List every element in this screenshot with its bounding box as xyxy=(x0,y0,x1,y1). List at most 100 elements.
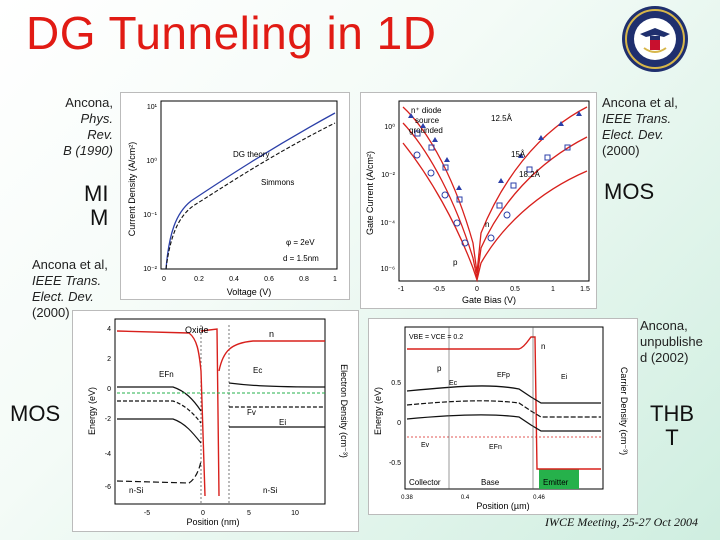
mim-xtick: 0 xyxy=(162,276,166,283)
thbt-ann-base: Base xyxy=(481,478,500,487)
mos-ann-efn: EFn xyxy=(159,370,174,379)
mos-ytick: 4 xyxy=(107,326,111,333)
gate-curve-182 xyxy=(402,142,588,283)
gate-ann-diode-3: grounded xyxy=(409,126,443,135)
mos-ann-oxide: Oxide xyxy=(185,325,209,335)
mos-density-right xyxy=(218,340,325,372)
thbt-label: THB T xyxy=(650,402,694,450)
thbt-ann-n: n xyxy=(541,342,545,351)
mim-ref-line-3: B (1990) xyxy=(63,143,113,158)
mos-left-label: MOS xyxy=(10,401,61,426)
thbt-ref-2: unpublishe xyxy=(640,334,703,349)
thbt-plot: Energy (eV) Carrier Density (cm⁻³) Posit… xyxy=(373,326,629,511)
mos-valence-deep xyxy=(116,460,202,484)
thbt-label-2: T xyxy=(665,425,679,450)
mim-reference: Ancona, Phys. Rev. B (1990) xyxy=(55,95,113,159)
gate-xtick: -1 xyxy=(398,286,404,293)
mos-top-ref-4: (2000) xyxy=(602,143,640,158)
mos-top-label: MOS xyxy=(604,179,655,204)
gate-ytick: 10⁻⁴ xyxy=(381,220,396,227)
slide-title: DG Tunneling in 1D xyxy=(26,7,437,59)
mim-simmons-curve xyxy=(165,122,336,270)
thbt-xtick: 0.46 xyxy=(533,495,545,501)
gate-xtick: -0.5 xyxy=(433,286,445,293)
mim-label: MI M xyxy=(84,182,108,230)
mos-density-left xyxy=(116,330,206,497)
mim-xtick: 1 xyxy=(333,276,337,283)
mim-ytick: 10⁰ xyxy=(146,157,157,165)
thbt-xlabel: Position (µm) xyxy=(476,501,529,511)
mim-legend-dg: DG theory xyxy=(233,150,269,159)
mos-ylabel: Energy (eV) xyxy=(87,387,97,435)
gate-ann-diode-1: n⁺ diode xyxy=(411,106,442,115)
thbt-ann-ei: Ei xyxy=(561,374,568,381)
thbt-ann-p: p xyxy=(437,364,442,373)
thbt-reference: Ancona, unpublishe d (2002) xyxy=(640,318,703,366)
mos-ann-n: n xyxy=(269,329,274,339)
mos-left-ref-1: Ancona et al, xyxy=(32,257,108,272)
mos-xlabel: Position (nm) xyxy=(186,517,239,527)
thbt-label-1: THB xyxy=(650,401,694,426)
mim-xtick: 0.2 xyxy=(194,276,204,283)
footer-text: IWCE Meeting, 25-27 Oct 2004 xyxy=(545,515,698,529)
mos-ann-ei: Ei xyxy=(279,418,286,427)
gate-xtick: 0 xyxy=(475,286,479,293)
thbt-ylabel: Energy (eV) xyxy=(373,387,383,435)
thbt-xtick: 0.4 xyxy=(461,495,470,501)
thbt-ylabel2: Carrier Density (cm⁻³) xyxy=(619,367,629,455)
gate-ylabel: Gate Current (A/cm²) xyxy=(365,151,375,235)
mos-ec-left xyxy=(117,386,202,412)
thbt-ev xyxy=(406,414,601,432)
mim-xtick: 0.4 xyxy=(229,276,239,283)
thbt-ann-ev: Ev xyxy=(421,442,430,449)
mos-left-ref-3: Elect. Dev. xyxy=(32,289,94,304)
gate-markers-15 xyxy=(414,130,571,209)
gate-ann-p: p xyxy=(453,258,458,267)
mim-label-1: MI xyxy=(84,181,109,206)
mim-dg-curve xyxy=(165,112,336,270)
mos-ytick: -6 xyxy=(105,484,111,491)
mos-left-ref-2: IEEE Trans. xyxy=(32,273,102,288)
mos-top-ref-3: Elect. Dev. xyxy=(602,127,664,142)
gate-markers-125 xyxy=(408,111,582,190)
gate-xtick: 1 xyxy=(551,286,555,293)
mim-ref-line-1: Ancona, xyxy=(65,95,113,110)
thbt-ann-efn: EFn xyxy=(489,444,502,451)
mos-top-ref-1: Ancona et al, xyxy=(602,95,678,110)
thbt-ann-efp: EFp xyxy=(497,372,510,379)
thbt-ytick: 0 xyxy=(397,420,401,427)
mim-ytick: 10⁻² xyxy=(143,266,157,273)
mos-xtick: 10 xyxy=(291,510,299,517)
thbt-ei xyxy=(406,400,601,418)
gate-ann-n: n xyxy=(485,220,489,229)
mos-ytick: -2 xyxy=(105,416,111,423)
gate-ann-15: 15Å xyxy=(511,150,526,159)
thbt-ann-vbias: VBE = VCE = 0.2 xyxy=(409,334,463,341)
gate-ytick: 10⁰ xyxy=(384,123,395,131)
mim-ytick: 10¹ xyxy=(147,104,158,111)
gate-ytick: 10⁻² xyxy=(381,172,395,179)
mos-oxide-barrier xyxy=(200,328,220,497)
mim-xtick: 0.8 xyxy=(299,276,309,283)
gate-ann-125: 12.5Å xyxy=(491,114,513,123)
mos-left-ref-4: (2000) xyxy=(32,305,70,320)
thbt-ann-ec: Ec xyxy=(449,380,458,387)
mim-plot: Current Density (A/cm²) Voltage (V) 10¹ … xyxy=(127,100,338,297)
mos-ann-nsi-left: n-Si xyxy=(129,486,143,495)
mos-left-reference: Ancona et al, IEEE Trans. Elect. Dev. (2… xyxy=(32,257,108,321)
mim-xtick: 0.6 xyxy=(264,276,274,283)
mos-xtick: 0 xyxy=(201,510,205,517)
mos-ec-right xyxy=(228,382,326,388)
mim-legend-simmons: Simmons xyxy=(261,178,294,187)
mos-ytick: 2 xyxy=(107,356,111,363)
gate-markers-182 xyxy=(413,151,511,247)
thbt-xtick: 0.38 xyxy=(401,495,413,501)
mos-xtick: -5 xyxy=(144,510,150,517)
mos-ann-ec: Ec xyxy=(253,366,262,375)
department-seal-icon xyxy=(622,6,688,72)
gate-current-plot-panel: Gate Current (A/cm²) Gate Bias (V) 10⁰ 1… xyxy=(360,92,597,309)
mos-xtick: 5 xyxy=(247,510,251,517)
mos-ann-fv: Fv xyxy=(247,408,256,417)
gate-curve-15 xyxy=(402,122,588,279)
mos-top-ref-2: IEEE Trans. xyxy=(602,111,672,126)
